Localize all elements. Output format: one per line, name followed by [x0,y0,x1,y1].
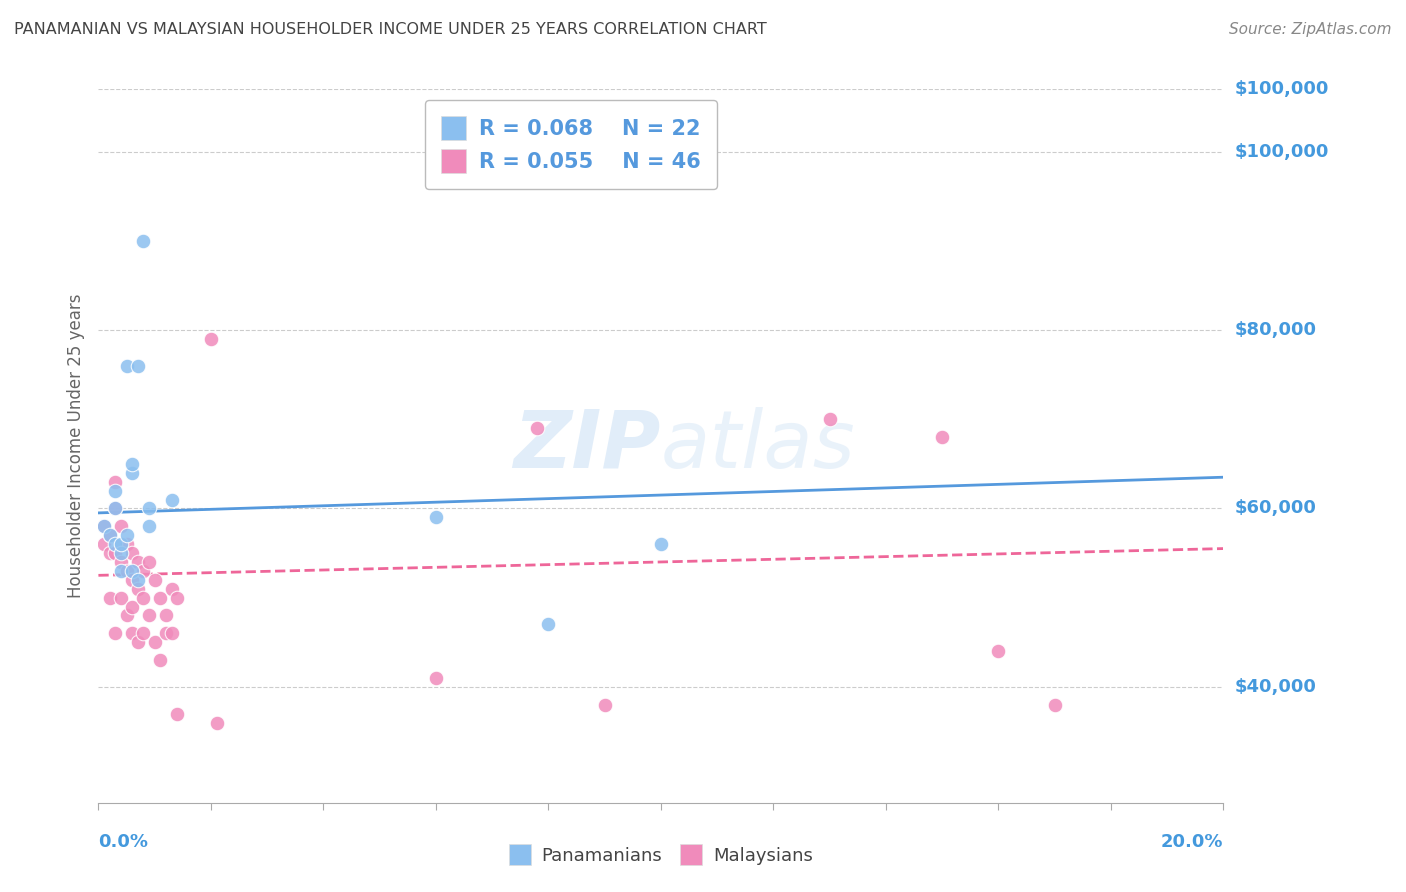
Point [115,528,138,542]
Point [98,591,121,605]
Point [155,608,177,623]
Point [115,359,138,373]
Text: Source: ZipAtlas.com: Source: ZipAtlas.com [1229,22,1392,37]
Text: $80,000: $80,000 [1234,321,1316,339]
Point [931,430,953,444]
Point [104,483,127,498]
Point [98,528,121,542]
Point [149,591,172,605]
Point [127,582,149,596]
Point [110,555,132,569]
Point [425,671,447,685]
Point [650,537,672,551]
Point [132,626,155,640]
Point [115,564,138,578]
Point [110,519,132,533]
Text: PANAMANIAN VS MALAYSIAN HOUSEHOLDER INCOME UNDER 25 YEARS CORRELATION CHART: PANAMANIAN VS MALAYSIAN HOUSEHOLDER INCO… [14,22,766,37]
Point [104,475,127,489]
Point [166,706,188,721]
Point [121,546,143,560]
Point [166,591,188,605]
Text: ZIP: ZIP [513,407,661,485]
Point [593,698,616,712]
Text: $60,000: $60,000 [1234,500,1316,517]
Point [104,626,127,640]
Point [205,715,228,730]
Point [160,626,183,640]
Text: atlas: atlas [661,407,856,485]
Point [526,421,548,435]
Point [143,635,166,649]
Point [110,546,132,560]
Point [121,564,143,578]
Point [987,644,1010,658]
Point [132,234,155,248]
Text: $100,000: $100,000 [1234,143,1329,161]
Point [115,537,138,551]
Point [104,546,127,560]
Point [149,653,172,667]
Point [818,412,841,426]
Point [132,564,155,578]
Point [127,359,149,373]
Point [425,510,447,524]
Point [127,635,149,649]
Point [1043,698,1066,712]
Point [104,537,127,551]
Point [127,555,149,569]
Point [200,332,222,346]
Point [138,608,160,623]
Point [121,626,143,640]
Legend: Panamanians, Malaysians: Panamanians, Malaysians [502,837,820,872]
Point [138,519,160,533]
Text: $100,000: $100,000 [1234,80,1329,98]
Text: $40,000: $40,000 [1234,678,1316,696]
Point [104,501,127,516]
Point [115,608,138,623]
Text: 20.0%: 20.0% [1161,833,1223,851]
Point [104,501,127,516]
Point [121,573,143,587]
Point [143,573,166,587]
Point [138,555,160,569]
Point [93,519,115,533]
Point [98,546,121,560]
Point [160,492,183,507]
Y-axis label: Householder Income Under 25 years: Householder Income Under 25 years [66,293,84,599]
Point [121,466,143,480]
Point [138,501,160,516]
Point [155,626,177,640]
Point [93,519,115,533]
Point [127,573,149,587]
Point [160,582,183,596]
Point [110,537,132,551]
Point [110,564,132,578]
Point [121,457,143,471]
Text: 0.0%: 0.0% [98,833,149,851]
Point [132,591,155,605]
Point [98,528,121,542]
Point [121,599,143,614]
Point [110,591,132,605]
Point [537,617,560,632]
Point [93,537,115,551]
